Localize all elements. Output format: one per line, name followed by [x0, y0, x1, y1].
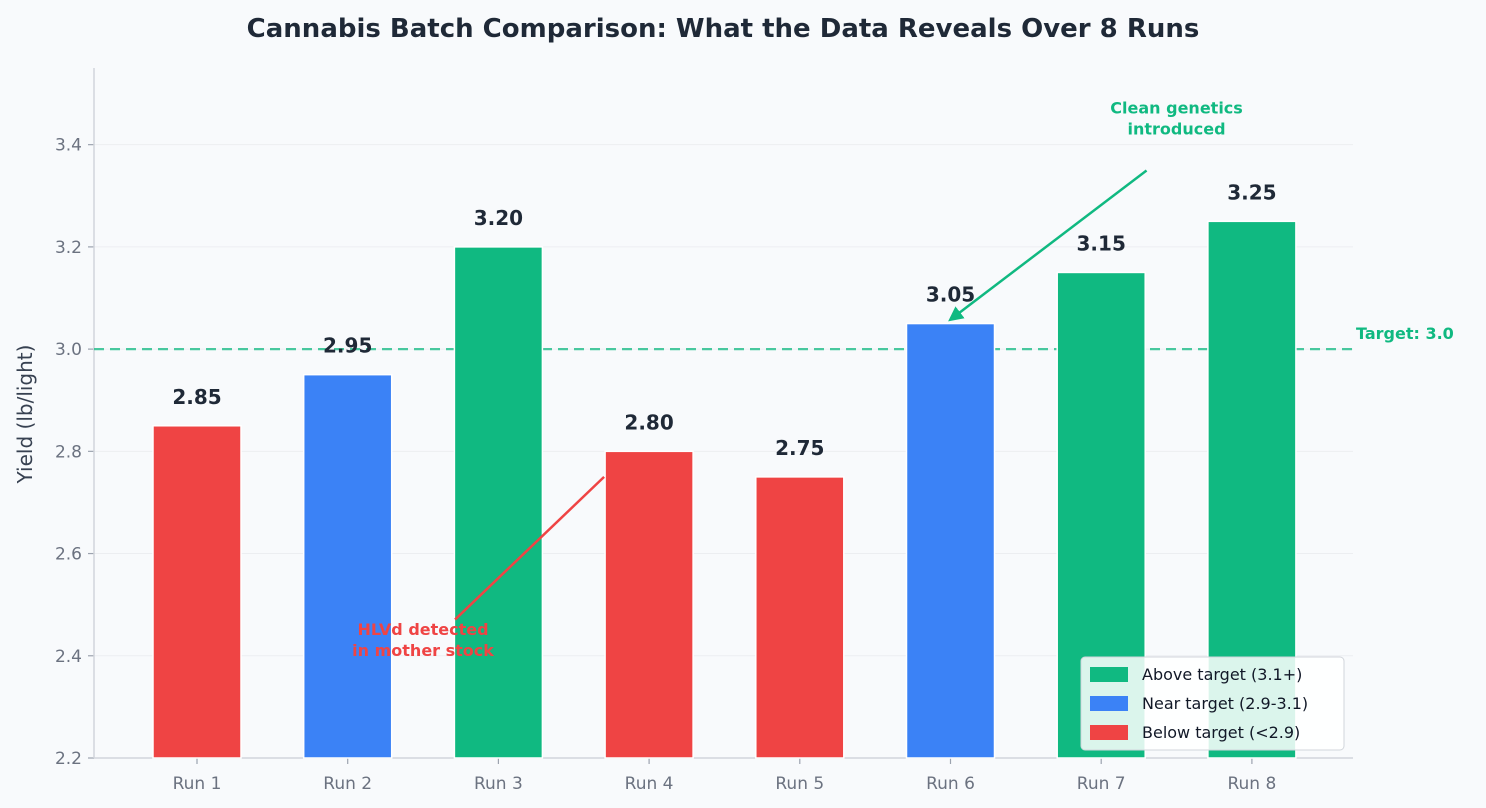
- data-label-6: 3.05: [926, 283, 975, 307]
- y-tick-label: 3.0: [55, 340, 82, 360]
- legend-label-below: Below target (<2.9): [1142, 723, 1300, 742]
- annotation-text-2: introduced: [1128, 119, 1226, 138]
- data-labels: 2.85 2.95 3.20 2.80 2.75 3.05 3.15 3.25: [172, 180, 1276, 460]
- bars: [152, 220, 1297, 759]
- x-tick-label: Run 8: [1227, 774, 1276, 794]
- data-label-1: 2.85: [172, 385, 221, 409]
- data-label-7: 3.15: [1077, 231, 1126, 255]
- bar-4: [604, 450, 694, 759]
- x-tick-label: Run 2: [323, 774, 372, 794]
- annotations: HLVd detected in mother stock Clean geneti…: [352, 98, 1243, 660]
- annotation-text-2: Clean genetics: [1110, 98, 1243, 117]
- bar-5: [755, 476, 845, 759]
- x-tick-label: Run 3: [474, 774, 523, 794]
- y-axis-label: Yield (lb/light): [13, 345, 37, 485]
- annotation-arrow-2: [948, 169, 1148, 322]
- grid-lines: [94, 144, 1353, 657]
- x-tick-label: Run 4: [625, 774, 674, 794]
- x-tick-label: Run 7: [1077, 774, 1126, 794]
- data-label-3: 3.20: [474, 206, 523, 230]
- annotation-text-1: in mother stock: [352, 641, 494, 660]
- legend-label-above: Above target (3.1+): [1142, 665, 1302, 684]
- legend: Above target (3.1+) Near target (2.9-3.1)…: [1080, 656, 1345, 751]
- data-label-2: 2.95: [323, 334, 372, 358]
- y-tick-label: 2.4: [55, 647, 82, 667]
- data-label-5: 2.75: [775, 436, 824, 460]
- target-label: Target: 3.0: [1356, 324, 1454, 343]
- legend-label-near: Near target (2.9-3.1): [1142, 694, 1308, 713]
- legend-swatch-near: [1090, 696, 1128, 711]
- axes: 2.2 2.4 2.6 2.8 3.0 3.2 3.4 Run 1 Run 2 Run 3 Run …: [55, 68, 1353, 794]
- data-label-4: 2.80: [624, 410, 673, 434]
- legend-box: [1080, 656, 1345, 751]
- bar-6: [905, 322, 996, 759]
- bar-1: [152, 425, 242, 759]
- y-tick-label: 3.4: [55, 136, 82, 156]
- x-tick-label: Run 6: [926, 774, 975, 794]
- annotation-text-1: HLVd detected: [358, 620, 489, 639]
- x-tick-label: Run 5: [775, 774, 824, 794]
- y-tick-label: 2.2: [55, 749, 82, 769]
- chart-title: Cannabis Batch Comparison: What the Data…: [247, 14, 1200, 44]
- legend-swatch-below: [1090, 725, 1128, 740]
- y-tick-label: 3.2: [55, 238, 82, 258]
- y-tick-label: 2.6: [55, 545, 82, 565]
- data-label-8: 3.25: [1227, 180, 1276, 204]
- x-tick-label: Run 1: [173, 774, 222, 794]
- y-tick-label: 2.8: [55, 442, 82, 462]
- legend-swatch-above: [1090, 667, 1128, 682]
- annotation-arrow-1: [454, 475, 605, 621]
- bar-2: [302, 373, 393, 759]
- bar-3: [453, 246, 544, 759]
